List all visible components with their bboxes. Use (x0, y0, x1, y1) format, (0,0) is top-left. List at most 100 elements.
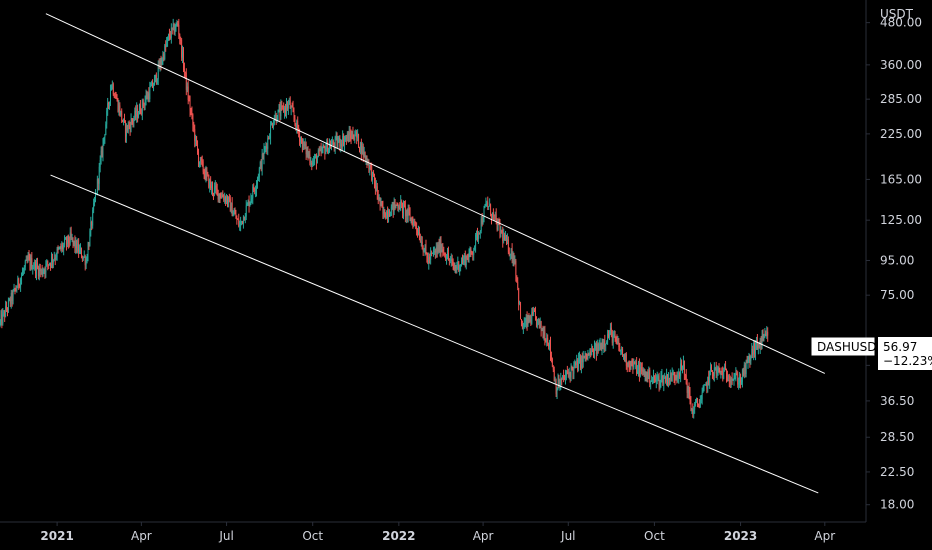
candle-body (7, 300, 9, 311)
candle-body (764, 333, 766, 336)
candle-body (527, 315, 529, 326)
candle-body (543, 332, 545, 335)
candle-body (134, 110, 136, 119)
candle-body (140, 113, 142, 115)
candle-body (220, 197, 222, 199)
candle-body (596, 343, 598, 354)
candle-body (64, 239, 66, 245)
candle-body (474, 246, 476, 251)
candle-body (82, 256, 84, 259)
candle-body (213, 187, 215, 194)
candle-body (641, 368, 643, 372)
candle-body (27, 256, 29, 261)
candle-body (725, 367, 727, 371)
candle-body (594, 344, 596, 347)
candle-body (286, 104, 288, 109)
candle-body (184, 71, 186, 73)
candle-body (371, 166, 373, 181)
candle-body (94, 200, 96, 203)
candle-body (736, 373, 738, 375)
candle-body (185, 72, 187, 90)
candle-body (650, 382, 652, 384)
candle-body (709, 371, 711, 383)
candle-body (373, 171, 375, 175)
candle-body (37, 267, 39, 276)
candle-body (163, 54, 165, 60)
candle-body (266, 146, 268, 149)
candle-body (90, 221, 92, 232)
candle-body (288, 100, 290, 104)
candle-body (348, 131, 350, 142)
candle-body (685, 374, 687, 384)
candle-body (470, 248, 472, 252)
candle-body (620, 349, 622, 351)
price-tick-label: 28.50 (880, 430, 914, 444)
candle-body (404, 206, 406, 217)
candle-body (345, 137, 347, 139)
price-tick-label: 75.00 (880, 288, 914, 302)
candle-body (247, 200, 249, 204)
candle-body (374, 174, 375, 183)
candle-body (298, 129, 300, 133)
candle-body (698, 404, 700, 408)
candle-body (337, 141, 339, 146)
candle-body (209, 180, 211, 188)
candle-body (179, 34, 181, 40)
candle-body (471, 251, 473, 254)
candle-body (243, 216, 245, 221)
candle-body (630, 360, 632, 369)
descending-channel[interactable] (45, 13, 826, 494)
candle-body (507, 239, 509, 253)
candle-body (500, 230, 502, 233)
time-axis[interactable]: 2021 Apr Jul Oct 2022 Apr Jul Oct 2023 Apr (40, 522, 835, 543)
candle-body (456, 267, 458, 269)
channel-upper-line[interactable] (45, 13, 826, 374)
candle-body (535, 311, 536, 317)
candle-body (702, 390, 704, 393)
candle-body (676, 375, 678, 378)
candle-body (416, 226, 418, 230)
candle-body (751, 348, 753, 357)
candle-body (80, 248, 81, 250)
candle-body (280, 105, 282, 116)
candle-body (610, 327, 612, 331)
candle-body (767, 331, 769, 336)
candle-body (230, 202, 232, 212)
candle-body (262, 154, 264, 159)
last-price-value: 56.97 (883, 340, 917, 354)
candle-body (619, 346, 621, 351)
candle-body (440, 240, 442, 253)
change-percent-value: −12.23% (883, 354, 932, 368)
candle-body (704, 384, 706, 386)
candle-body (32, 267, 34, 270)
candle-body (21, 275, 22, 279)
candle-body (480, 218, 482, 231)
candle-body (648, 369, 650, 379)
candle-body (711, 366, 712, 371)
candle-body (375, 186, 377, 191)
candle-body (172, 23, 174, 29)
candle-body (576, 359, 578, 366)
candle-body (441, 249, 443, 253)
candle-body (258, 168, 260, 178)
candle-body (105, 124, 107, 135)
symbol-price-tag[interactable]: DASHUSDT 56.97 −12.23% (811, 337, 932, 370)
price-axis[interactable]: USDT 480.00 360.00 285.00 225.00 165.00 125.0… (866, 7, 922, 512)
candle-body (331, 140, 333, 145)
candle-body (509, 254, 511, 256)
candle-body (347, 133, 349, 142)
candle-body (394, 201, 396, 208)
candle-body (753, 342, 755, 355)
candle-body (340, 143, 342, 147)
candle-body (299, 132, 301, 142)
candle-body (418, 232, 420, 240)
candle-body (195, 136, 197, 142)
candle-body (552, 366, 554, 370)
candle-body (460, 264, 462, 267)
candle-body (79, 249, 81, 253)
channel-lower-line[interactable] (50, 174, 819, 494)
candle-body (405, 210, 407, 217)
candle-body (682, 366, 683, 369)
candle-body (671, 373, 673, 382)
